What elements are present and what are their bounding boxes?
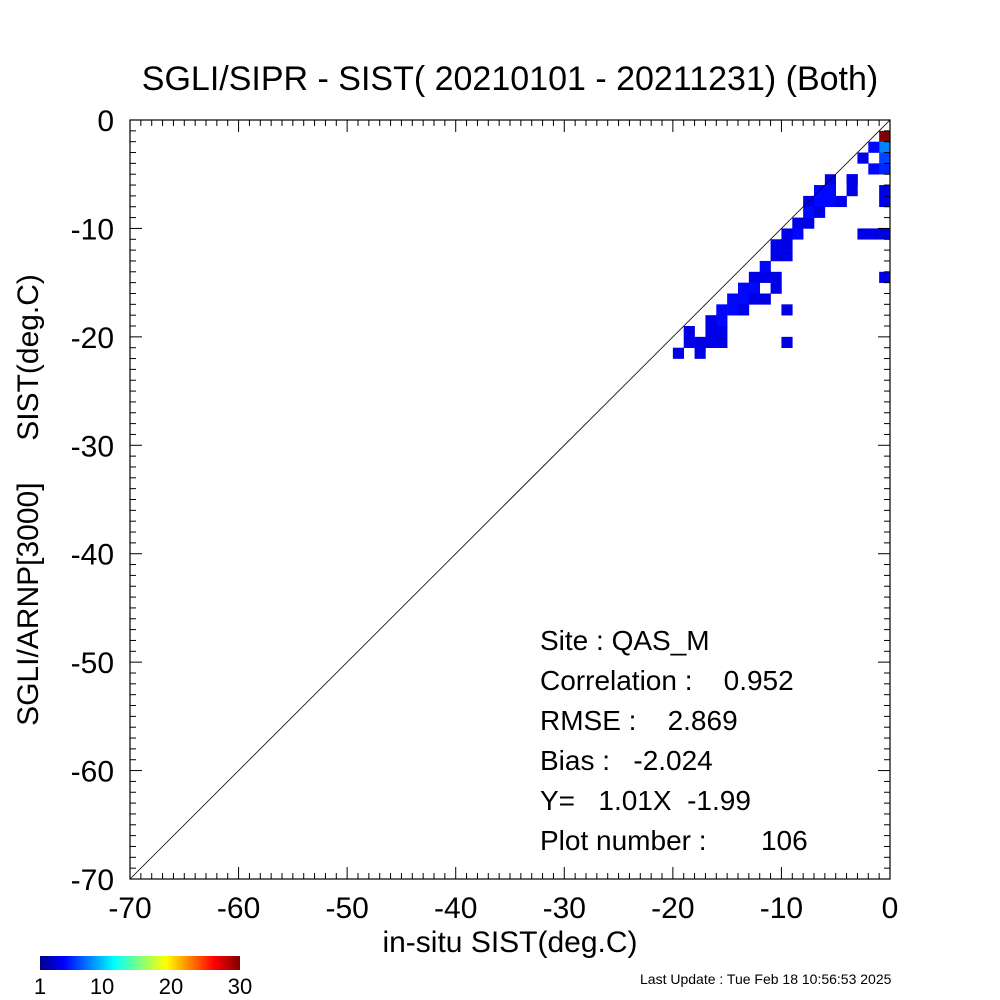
- y-tick-label: -30: [71, 430, 114, 463]
- density-cell: [803, 217, 815, 229]
- density-cell: [738, 304, 750, 316]
- density-cell: [879, 195, 891, 208]
- density-cell: [781, 304, 793, 316]
- density-cell: [879, 163, 891, 175]
- y-tick-label: -70: [71, 864, 114, 897]
- density-cell: [879, 130, 891, 142]
- y-tick-label: -40: [71, 539, 114, 572]
- density-cell: [716, 326, 728, 338]
- density-cell: [738, 282, 750, 294]
- density-cell: [868, 163, 880, 175]
- density-cell: [770, 239, 782, 251]
- stats-plot-number: Plot number : 106: [540, 825, 808, 856]
- stats-site: Site : QAS_M: [540, 625, 710, 656]
- density-cell: [824, 185, 837, 197]
- density-cell: [857, 228, 869, 240]
- density-cell: [879, 271, 891, 283]
- y-tick-label: 0: [97, 105, 114, 138]
- density-cell: [792, 217, 804, 229]
- y-tick-label: -60: [71, 756, 114, 789]
- density-cell: [770, 282, 782, 294]
- density-cell: [879, 228, 891, 240]
- density-cell: [857, 152, 869, 164]
- stats-regression: Y= 1.01X -1.99: [540, 785, 751, 816]
- stats-rmse: RMSE : 2.869: [540, 705, 738, 736]
- density-cell: [694, 336, 706, 348]
- x-tick-label: -60: [217, 892, 260, 925]
- colorbar-tick-label: 10: [90, 974, 114, 999]
- density-cell: [748, 271, 761, 283]
- density-cell: [846, 174, 858, 186]
- density-cell: [868, 141, 880, 153]
- colorbar-tick-label: 20: [159, 974, 183, 999]
- density-cell: [705, 336, 717, 348]
- last-update: Last Update : Tue Feb 18 10:56:53 2025: [640, 971, 892, 987]
- density-cell: [835, 195, 847, 208]
- density-cell: [879, 141, 891, 153]
- x-tick-label: -70: [108, 892, 151, 925]
- x-tick-label: 0: [882, 892, 899, 925]
- density-cell: [803, 206, 815, 218]
- chart-title: SGLI/SIPR - SIST( 20210101 - 20211231) (…: [142, 60, 878, 98]
- density-cell: [716, 336, 728, 348]
- density-cell: [759, 260, 771, 273]
- colorbar: [40, 956, 240, 970]
- density-cell: [716, 315, 728, 327]
- density-cell: [781, 336, 793, 348]
- y-tick-label: -20: [71, 322, 114, 355]
- density-cell: [868, 228, 880, 240]
- y-tick-label: -10: [71, 213, 114, 246]
- axis-ticks: [129, 119, 891, 880]
- density-cell: [846, 185, 858, 197]
- stats-correlation: Correlation : 0.952: [540, 665, 794, 696]
- density-cell: [694, 347, 706, 359]
- density-cell: [759, 271, 771, 283]
- stats-bias: Bias : -2.024: [540, 745, 713, 776]
- density-cell: [705, 326, 717, 338]
- density-cell: [748, 293, 761, 305]
- density-cell: [814, 206, 826, 218]
- density-cell: [792, 228, 804, 240]
- density-cell: [683, 336, 695, 348]
- density-cell: [781, 250, 793, 262]
- x-tick-label: -40: [434, 892, 477, 925]
- x-axis-label: in-situ SIST(deg.C): [382, 926, 637, 959]
- density-cell: [770, 271, 782, 283]
- colorbar-tick-labels: 1 10 20 30: [34, 974, 252, 999]
- x-tick-label: -30: [543, 892, 586, 925]
- density-cell: [879, 185, 891, 197]
- stats-box: Site : QAS_M Correlation : 0.952 RMSE : …: [540, 625, 808, 856]
- density-cell: [814, 195, 826, 208]
- y-axis-tick-labels: 0 -10 -20 -30 -40 -50 -60 -70: [71, 105, 114, 897]
- y-tick-label: -50: [71, 647, 114, 680]
- x-tick-label: -20: [651, 892, 694, 925]
- density-cell: [716, 304, 728, 316]
- density-cell: [727, 293, 739, 305]
- one-to-one-line: [129, 119, 891, 880]
- colorbar-tick-label: 30: [228, 974, 252, 999]
- density-cell: [770, 250, 782, 262]
- x-axis-tick-labels: -70 -60 -50 -40 -30 -20 -10 0: [108, 892, 898, 925]
- density-cell: [683, 326, 695, 338]
- density-cell: [759, 293, 771, 305]
- density-cell: [727, 304, 739, 316]
- density-cell: [824, 195, 837, 208]
- density-cell: [705, 315, 717, 327]
- y-axis-label: SGLI/ARNP[3000] SIST(deg.C): [12, 274, 45, 726]
- density-cell: [748, 282, 761, 294]
- x-tick-label: -50: [325, 892, 368, 925]
- density-cell: [672, 347, 685, 359]
- density-cell: [738, 293, 750, 305]
- density-cells: [672, 130, 891, 359]
- colorbar-tick-label: 1: [34, 974, 46, 999]
- density-cell: [781, 228, 793, 240]
- density-cell: [879, 152, 891, 164]
- x-tick-label: -10: [760, 892, 803, 925]
- density-cell: [781, 239, 793, 251]
